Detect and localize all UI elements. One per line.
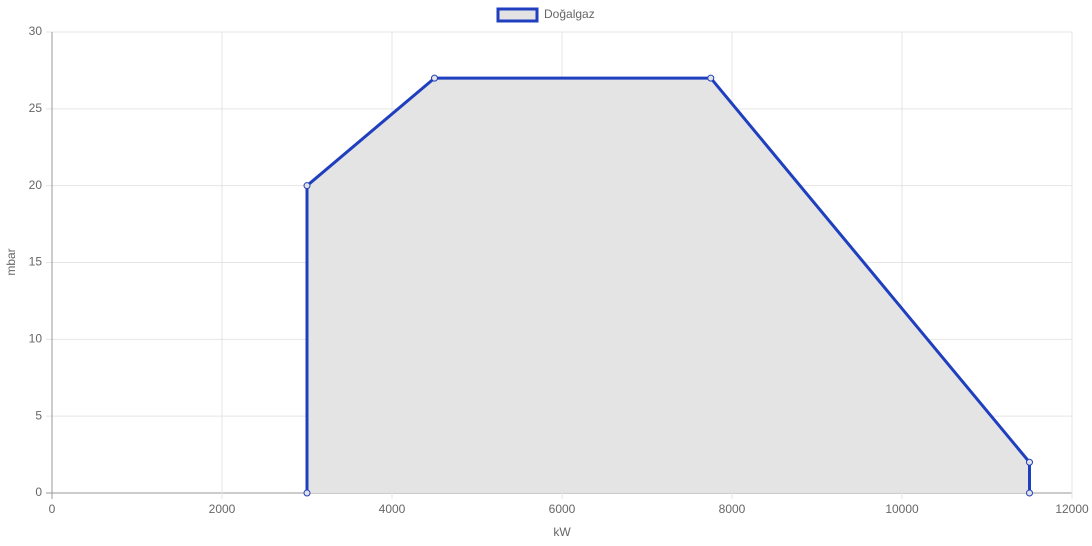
x-tick-label: 8000 [719,502,746,516]
y-tick-label: 10 [29,332,43,346]
x-axis-title: kW [553,525,571,539]
x-tick-label: 10000 [885,502,919,516]
x-tick-label: 12000 [1055,502,1089,516]
line [305,76,1031,493]
legend-swatch [496,7,539,23]
point [1026,489,1033,497]
point [303,182,311,190]
y-tick-label: 30 [29,24,43,38]
y-tick-label: 5 [35,408,42,422]
area-fill [307,78,1030,493]
point [431,74,438,82]
point [303,489,311,497]
y-tick-label: 0 [35,485,42,499]
point [707,74,715,82]
y-axis-title: mbar [4,248,18,275]
x-tick-label: 2000 [209,502,236,516]
y-tick-label: 20 [29,178,43,192]
x-tick-label: 0 [49,502,56,516]
x-tick-label: 4000 [379,502,406,516]
point [1026,458,1033,466]
x-tick-label: 6000 [549,502,576,516]
legend-label: Doğalgaz [544,7,595,21]
y-tick-label: 15 [29,255,43,269]
y-tick-label: 25 [29,101,43,115]
